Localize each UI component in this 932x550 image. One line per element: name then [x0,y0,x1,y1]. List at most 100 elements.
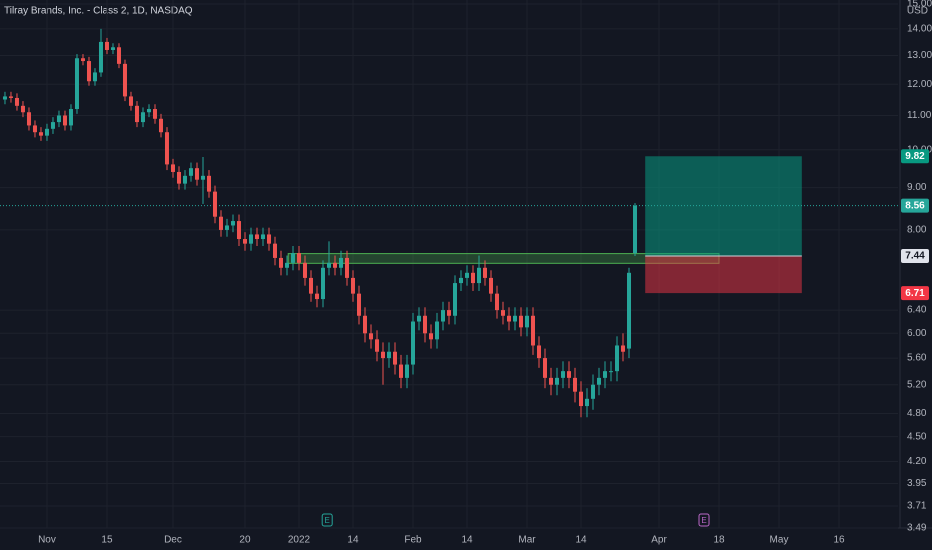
event-label: E [325,516,330,525]
candle-body [350,277,355,294]
candle-body [56,115,61,123]
candle-body [62,115,67,126]
candle-body [122,63,127,97]
target-price-label: 9.82 [905,151,925,162]
candle-body [158,118,163,133]
last-price-label-bg [901,198,929,213]
candle-body [98,41,103,73]
candle-body [2,96,7,100]
entry-price-label-bg [901,249,929,264]
candle-body [182,175,187,184]
candle-body [164,132,169,165]
x-tick-label: Apr [651,535,667,546]
candle-body [531,315,536,346]
x-tick-label: 20 [239,535,251,546]
chart-title: Tilray Brands, Inc. - Class 2, 1D, NASDA… [4,6,193,17]
candle-body [386,351,391,359]
candle-body [537,345,542,359]
candle-body [224,225,229,230]
candle-body [603,371,608,378]
candle-body [44,128,49,136]
candle-body [230,221,235,226]
x-tick-label: Dec [164,535,182,546]
candle-body [465,272,470,278]
candle-body [434,321,439,340]
candle-body [134,105,139,123]
event-marker [698,513,710,527]
candle-body [597,377,602,385]
target-price-label-bg [901,149,929,164]
stop-price-label-bg [901,286,929,301]
y-tick-label: 8.00 [907,225,927,236]
candle-body [627,272,632,349]
x-tick-label: May [770,535,789,546]
x-tick-label: Feb [404,535,422,546]
candle-body [302,262,307,278]
candle-body [236,221,241,240]
candle-body [116,47,121,64]
candle-body [146,109,151,113]
candle-body [513,315,518,322]
candle-body [573,377,578,392]
candle-body [525,315,530,328]
currency-label: USD [907,6,928,17]
event-label: E [701,516,706,525]
candle-body [555,377,560,385]
x-tick-label: 14 [347,535,359,546]
candle-body [338,257,343,268]
candle-body [218,216,223,230]
candle-body [507,315,512,322]
candle-body [440,310,445,322]
candle-body [471,272,476,284]
target-zone [645,156,802,257]
candle-body [501,310,506,316]
candle-body [92,72,97,82]
candle-body [140,112,145,123]
candle-body [266,234,271,244]
candle-body [8,96,13,98]
candle-body [206,175,211,192]
candle-body [110,47,115,50]
axes: 15.0014.0013.0012.0011.0010.009.008.006.… [38,0,932,546]
y-tick-label: 15.00 [907,0,932,10]
y-tick-label: 4.20 [907,456,927,467]
candle-body [14,97,19,106]
y-tick-label: 3.95 [907,478,927,489]
candle-body [278,257,283,268]
candle-body [248,234,253,244]
y-tick-label: 5.20 [907,379,927,390]
candle-body [549,377,554,385]
y-tick-label: 13.00 [907,50,932,61]
candle-body [392,351,397,365]
candle-body [212,191,217,217]
candle-body [519,315,524,328]
candle-body [308,277,313,294]
y-tick-label: 4.50 [907,431,927,442]
candle-body [495,293,500,311]
candle-body [543,358,548,378]
x-tick-label: 2022 [288,535,311,546]
candle-body [368,333,373,340]
y-tick-label: 12.00 [907,79,932,90]
entry-price-label: 7.44 [905,251,925,262]
candle-body [260,234,265,240]
y-tick-label: 6.40 [907,305,927,316]
x-tick-label: 14 [575,535,587,546]
y-tick-label: 3.49 [907,523,927,534]
candle-body [296,253,301,263]
candle-body [200,175,205,180]
candle-body [561,371,566,378]
candle-body [32,125,37,133]
last-price-label: 8.56 [905,200,925,211]
candle-body [38,132,43,136]
candle-body [344,257,349,278]
drawings [0,156,898,294]
y-tick-label: 6.00 [907,328,927,339]
stop-zone [645,256,802,294]
candle-body [170,164,175,172]
candle-body [152,109,157,119]
y-tick-label: 9.00 [907,182,927,193]
